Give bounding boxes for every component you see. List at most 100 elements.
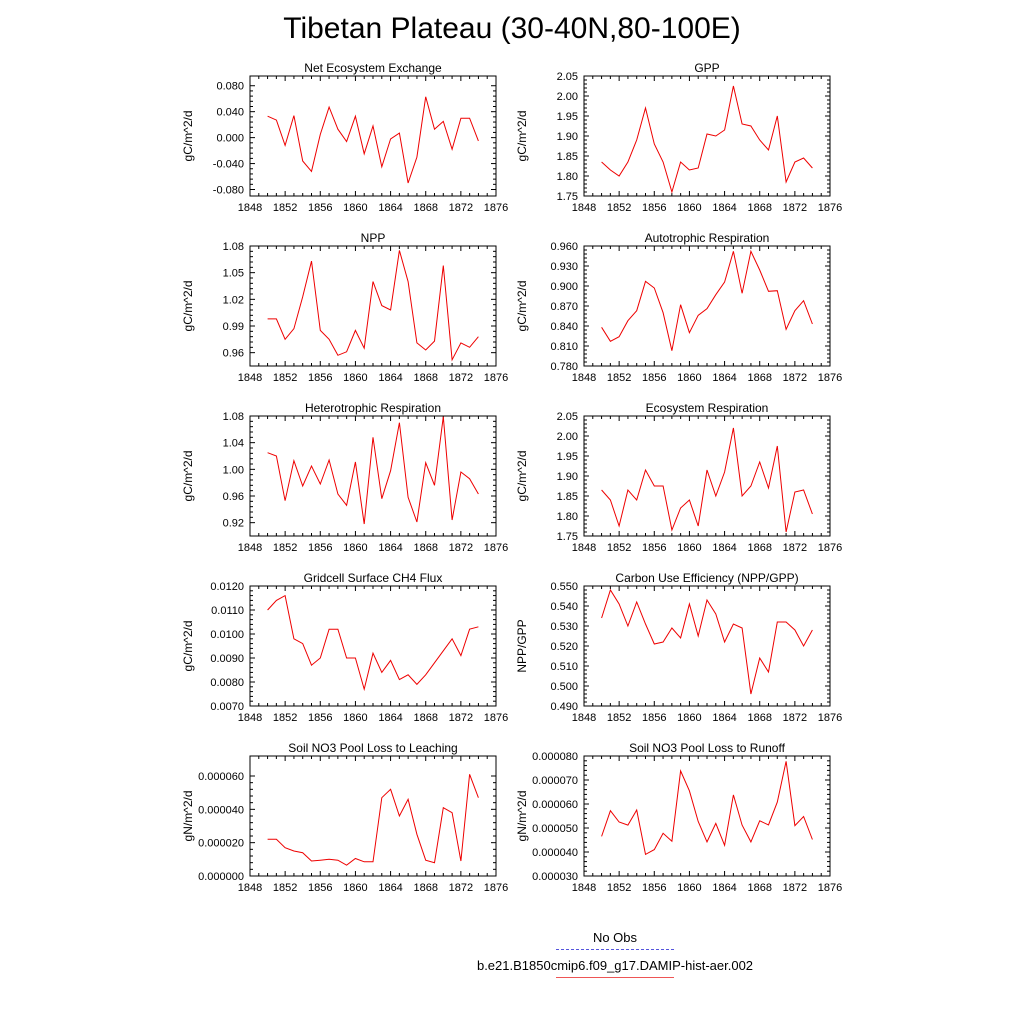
y-tick-label: 0.540 [550, 601, 578, 613]
x-tick-label: 1876 [484, 882, 508, 894]
x-tick-label: 1864 [712, 712, 736, 724]
series-line [601, 427, 813, 533]
panel-title: Heterotrophic Respiration [305, 401, 441, 415]
y-tick-label: 0.500 [550, 681, 578, 693]
panel-4: Autotrophic Respiration 1848 1852 1856 1860 1… [515, 231, 842, 384]
series-line [267, 416, 479, 525]
x-tick-label: 1864 [712, 202, 736, 214]
y-tick-label: -0.080 [213, 185, 244, 197]
y-tick-label: 0.000 [216, 133, 244, 145]
page-title: Tibetan Plateau (30-40N,80-100E) [283, 12, 741, 45]
x-tick-label: 1876 [818, 202, 842, 214]
x-tick-label: 1868 [413, 372, 437, 384]
y-tick-label: 0.96 [223, 348, 244, 360]
y-tick-label: 0.0070 [210, 701, 244, 713]
panel-title: Net Ecosystem Exchange [304, 61, 442, 75]
x-tick-label: 1876 [484, 202, 508, 214]
x-tick-label: 1868 [747, 202, 771, 214]
y-tick-label: 0.900 [550, 281, 578, 293]
y-tick-label: 0.960 [550, 241, 578, 253]
x-tick-label: 1848 [238, 542, 262, 554]
x-tick-label: 1872 [783, 542, 807, 554]
y-tick-label: 2.00 [557, 431, 578, 443]
x-tick-label: 1860 [677, 372, 701, 384]
panel-7: Gridcell Surface CH4 Flux 1848 1852 1856 186… [181, 571, 508, 724]
y-tick-label: 0.92 [223, 518, 244, 530]
panel-title: Soil NO3 Pool Loss to Runoff [629, 741, 786, 755]
y-tick-label: 0.000070 [532, 775, 578, 787]
y-tick-label: 2.00 [557, 91, 578, 103]
y-tick-label: 0.530 [550, 621, 578, 633]
y-tick-label: 1.90 [557, 131, 578, 143]
x-tick-label: 1852 [273, 202, 297, 214]
panel-title: Autotrophic Respiration [645, 231, 770, 245]
x-tick-label: 1860 [343, 372, 367, 384]
y-tick-label: 0.000040 [198, 804, 244, 816]
x-tick-label: 1872 [783, 882, 807, 894]
x-tick-label: 1860 [677, 882, 701, 894]
panel-9: Soil NO3 Pool Loss to Leaching 1848 1852 18… [181, 741, 508, 894]
x-tick-label: 1860 [343, 882, 367, 894]
x-tick-label: 1856 [642, 372, 666, 384]
y-tick-label: 1.04 [223, 438, 244, 450]
x-tick-label: 1860 [343, 542, 367, 554]
x-tick-label: 1872 [783, 712, 807, 724]
y-tick-label: 0.0110 [211, 605, 244, 617]
x-tick-label: 1856 [308, 202, 332, 214]
panel-3: NPP 1848 1852 1856 1860 1864 1868 1872 1876 0.96 0… [181, 231, 508, 384]
x-tick-label: 1856 [308, 882, 332, 894]
x-tick-label: 1864 [712, 882, 736, 894]
x-tick-label: 1868 [747, 712, 771, 724]
x-tick-label: 1864 [712, 372, 736, 384]
x-tick-label: 1852 [273, 542, 297, 554]
y-tick-label: 0.840 [550, 321, 578, 333]
panel-1: Net Ecosystem Exchange 1848 1852 1856 1860 18… [181, 61, 508, 214]
series-line [267, 774, 479, 866]
x-tick-label: 1868 [413, 202, 437, 214]
panel-title: Carbon Use Efficiency (NPP/GPP) [615, 571, 798, 585]
x-tick-label: 1856 [308, 372, 332, 384]
y-tick-label: 0.520 [550, 641, 578, 653]
panel-title: Gridcell Surface CH4 Flux [304, 571, 443, 585]
x-tick-label: 1864 [378, 372, 402, 384]
y-tick-label: 1.75 [557, 191, 578, 203]
x-tick-label: 1848 [572, 202, 596, 214]
y-tick-label: 0.0120 [210, 581, 244, 593]
y-tick-label: 0.000040 [532, 847, 578, 859]
y-tick-label: 1.08 [223, 411, 244, 423]
x-tick-label: 1860 [677, 712, 701, 724]
y-tick-label: 0.0100 [210, 629, 244, 641]
y-tick-label: 0.96 [223, 491, 244, 503]
x-tick-label: 1868 [413, 882, 437, 894]
x-tick-label: 1876 [818, 372, 842, 384]
y-tick-label: 1.05 [223, 268, 244, 280]
x-tick-label: 1852 [607, 542, 631, 554]
x-tick-label: 1848 [572, 882, 596, 894]
y-tick-label: 0.490 [550, 701, 578, 713]
legend: No Obs b.e21.B1850cmip6.f09_g17.DAMIP-hi… [440, 930, 790, 978]
panel-6: Ecosystem Respiration 1848 1852 1856 1860 186… [515, 401, 842, 554]
y-tick-label: 0.080 [216, 81, 244, 93]
x-tick-label: 1856 [642, 882, 666, 894]
x-tick-label: 1852 [273, 712, 297, 724]
y-tick-label: 1.02 [223, 294, 244, 306]
legend-model-label: b.e21.B1850cmip6.f09_g17.DAMIP-hist-aer.… [476, 958, 754, 973]
x-tick-label: 1872 [449, 202, 473, 214]
y-tick-label: 1.00 [223, 464, 244, 476]
y-tick-label: 1.95 [557, 111, 578, 123]
x-tick-label: 1856 [642, 542, 666, 554]
series-line [601, 588, 813, 695]
y-tick-label: -0.040 [213, 159, 244, 171]
panel-10: Soil NO3 Pool Loss to Runoff 1848 1852 1856… [515, 741, 842, 894]
y-tick-label: 1.75 [557, 531, 578, 543]
x-tick-label: 1864 [378, 202, 402, 214]
y-tick-label: 0.000000 [198, 871, 244, 883]
x-tick-label: 1864 [378, 882, 402, 894]
series-line [601, 761, 813, 856]
panel-2: GPP 1848 1852 1856 1860 1864 1868 1872 1876 1.75 1… [515, 61, 842, 214]
x-tick-label: 1872 [449, 882, 473, 894]
x-tick-label: 1868 [413, 712, 437, 724]
y-tick-label: 1.90 [557, 471, 578, 483]
y-axis-label: gC/m^2/d [515, 111, 529, 162]
y-tick-label: 0.000030 [532, 871, 578, 883]
